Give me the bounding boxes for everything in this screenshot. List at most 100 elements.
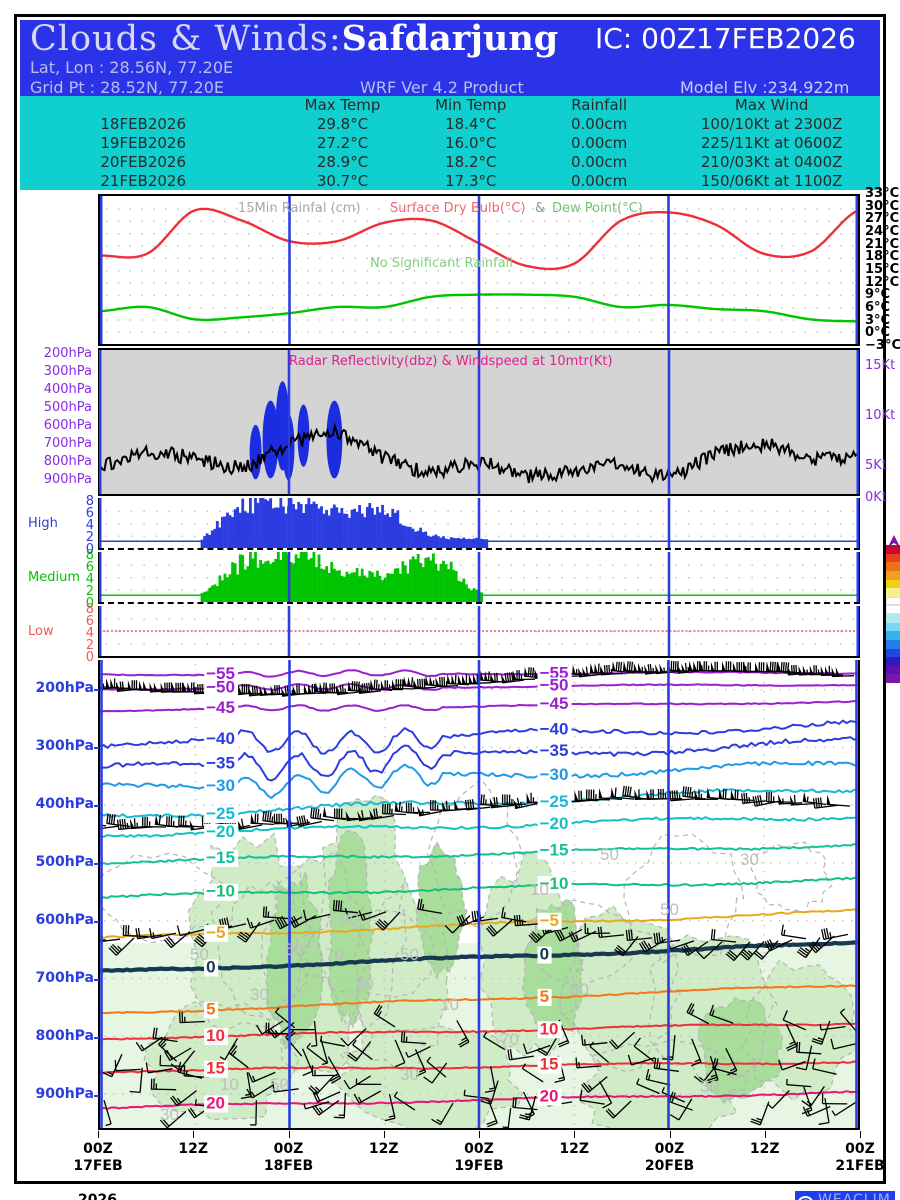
- time-tickmark: [479, 1131, 480, 1138]
- main-pressure-tick: 900hPa: [35, 1086, 94, 1103]
- colorbar-swatch: [886, 562, 900, 571]
- time-axis: 00Z 17FEB 12Z 00Z 18FEB 12Z 00Z 19FEB 12Z 00Z …: [73, 1131, 885, 1174]
- initial-condition-label: IC: 00Z17FEB2026: [595, 22, 856, 55]
- colorbar-swatch: [886, 665, 900, 675]
- cell-rainfall: 0.00cm: [570, 152, 628, 171]
- temp-axis-tick: 3°C: [865, 312, 891, 328]
- cloud-octa-tick: 4: [85, 518, 94, 533]
- temp-axis-tick: 18°C: [865, 249, 900, 265]
- time-tickmark: [193, 1131, 195, 1138]
- cloud-octa-tick: 2: [85, 638, 94, 653]
- cell-rainfall: 0.00cm: [570, 114, 628, 133]
- model-elevation-label: Model Elv :234.922m: [680, 78, 850, 97]
- cell-max-wind: 225/11Kt at 0600Z: [700, 133, 843, 152]
- daily-summary-table: Max Temp Min Temp Rainfall Max Wind 18FE…: [20, 96, 880, 190]
- main-pressure-tick: 700hPa: [35, 970, 94, 987]
- cell-max-temp: 29.8°C: [316, 114, 369, 133]
- colorbar-swatch: [886, 622, 900, 632]
- colorbar-swatch: [886, 614, 900, 623]
- temp-axis-tick: 27°C: [865, 211, 900, 227]
- time-tickmark: [574, 1131, 576, 1138]
- cloud-octa-tick: 0: [85, 596, 94, 611]
- colorbar-swatch: [886, 631, 900, 640]
- cloud-octa-tick: 4: [85, 572, 94, 587]
- cloud-octa-tick: 0: [85, 542, 94, 557]
- cloud-layer-name: High: [28, 516, 58, 531]
- time-tickmark: [288, 1131, 290, 1138]
- col-min-temp: Min Temp: [435, 96, 507, 114]
- cell-date: 20FEB2026: [100, 152, 187, 171]
- colorbar-swatch: [886, 639, 900, 649]
- radar-title: Radar Reflectivity(dbz) & Windspeed at 1…: [289, 354, 613, 369]
- main-pressure-tickmark: [94, 1037, 99, 1039]
- temp-axis-tick: 21°C: [865, 236, 900, 252]
- radar-pressure-tick: 200hPa: [43, 346, 92, 361]
- colorbar-swatch: [886, 579, 900, 589]
- cloud-octa-tick: 8: [85, 602, 94, 617]
- radar-pressure-tick: 600hPa: [43, 418, 92, 433]
- time-axis-label: 00Z 17FEB: [73, 1141, 123, 1174]
- header-banner: Clouds & Winds:Safdarjung IC: 00Z17FEB20…: [20, 18, 880, 97]
- weaclim-text: WEACLIM: [818, 1192, 891, 1200]
- windspeed-colorbar: [886, 545, 900, 683]
- table-header-row: Max Temp Min Temp Rainfall Max Wind: [20, 96, 880, 114]
- outer-frame: [14, 14, 886, 1184]
- colorbar-arrow-icon: [888, 535, 900, 547]
- time-tickmark: [764, 1131, 766, 1138]
- main-pressure-tickmark: [94, 863, 99, 865]
- cell-min-temp: 18.2°C: [445, 152, 497, 171]
- low-cloud-panel: [98, 606, 860, 658]
- cell-max-temp: 27.2°C: [316, 133, 369, 152]
- radar-pressure-tick: 500hPa: [43, 400, 92, 415]
- cell-max-wind: 150/06Kt at 1100Z: [700, 171, 843, 190]
- main-pressure-tickmark: [94, 979, 99, 981]
- cloud-octa-tick: 6: [85, 614, 94, 629]
- temp-axis-tick: 0°C: [865, 325, 891, 341]
- cell-date: 18FEB2026: [100, 114, 187, 133]
- time-axis-label: 00Z 20FEB: [644, 1141, 695, 1174]
- main-pressure-tick: 500hPa: [35, 854, 94, 871]
- main-pressure-tick: 800hPa: [35, 1028, 94, 1045]
- radar-pressure-tick: 700hPa: [43, 436, 92, 451]
- time-axis-label: 00Z 19FEB: [454, 1141, 504, 1174]
- high-cloud-plot: [99, 498, 859, 548]
- cross-section-plot: [100, 660, 858, 1128]
- colorbar-swatch: [886, 605, 900, 614]
- cloud-layer-name: Medium: [28, 570, 80, 585]
- time-tickmark: [669, 1131, 671, 1138]
- medium-cloud-plot: [99, 552, 859, 602]
- cell-min-temp: 18.4°C: [445, 114, 497, 133]
- cloud-octa-tick: 4: [85, 626, 94, 641]
- time-tickmark: [98, 1131, 99, 1138]
- cell-min-temp: 16.0°C: [445, 133, 497, 152]
- cloud-octa-tick: 8: [85, 548, 94, 563]
- temperature-panel: 15Min Rainfal (cm) Surface Dry Bulb(°C) …: [98, 194, 860, 346]
- cloud-octa-tick: 8: [85, 494, 94, 509]
- time-axis-label: 12Z: [178, 1141, 209, 1157]
- radar-wind-tick: 0Kt: [865, 490, 887, 505]
- main-pressure-tick: 400hPa: [35, 796, 94, 813]
- temp-axis-tick: −3°C: [865, 338, 900, 353]
- vertical-cross-section-panel: −55 −55 −50 −50 −45 −45 −40 −40 −35 −35 −30 −30 −25−…: [98, 660, 860, 1130]
- main-pressure-tick: 300hPa: [35, 738, 94, 755]
- copyright-icon: C: [797, 1196, 814, 1200]
- table-row: 20FEB2026 28.9°C 18.2°C 0.00cm 210/03Kt …: [20, 152, 880, 171]
- cell-max-wind: 210/03Kt at 0400Z: [700, 152, 843, 171]
- time-axis-label: 00Z 18FEB: [263, 1141, 314, 1174]
- main-pressure-tick: 600hPa: [35, 912, 94, 929]
- gridpoint-line: Grid Pt : 28.52N, 77.20E: [30, 78, 225, 97]
- cell-rainfall: 0.00cm: [570, 171, 628, 190]
- main-pressure-tickmark: [94, 805, 99, 807]
- col-rainfall: Rainfall: [571, 96, 627, 114]
- colorbar-swatch: [886, 674, 900, 683]
- dewpoint-title: Dew Point(°C): [552, 201, 643, 216]
- year-label: 2026: [78, 1192, 117, 1200]
- cell-max-temp: 28.9°C: [316, 152, 369, 171]
- cell-min-temp: 17.3°C: [445, 171, 497, 190]
- no-rain-note: No Significant Rainfall: [370, 256, 513, 271]
- main-pressure-tick: 200hPa: [35, 680, 94, 696]
- main-pressure-tickmark: [94, 689, 99, 691]
- temp-axis-tick: 12°C: [865, 274, 900, 290]
- radar-pressure-tick: 400hPa: [43, 382, 92, 397]
- temp-axis-tick: 15°C: [865, 262, 900, 277]
